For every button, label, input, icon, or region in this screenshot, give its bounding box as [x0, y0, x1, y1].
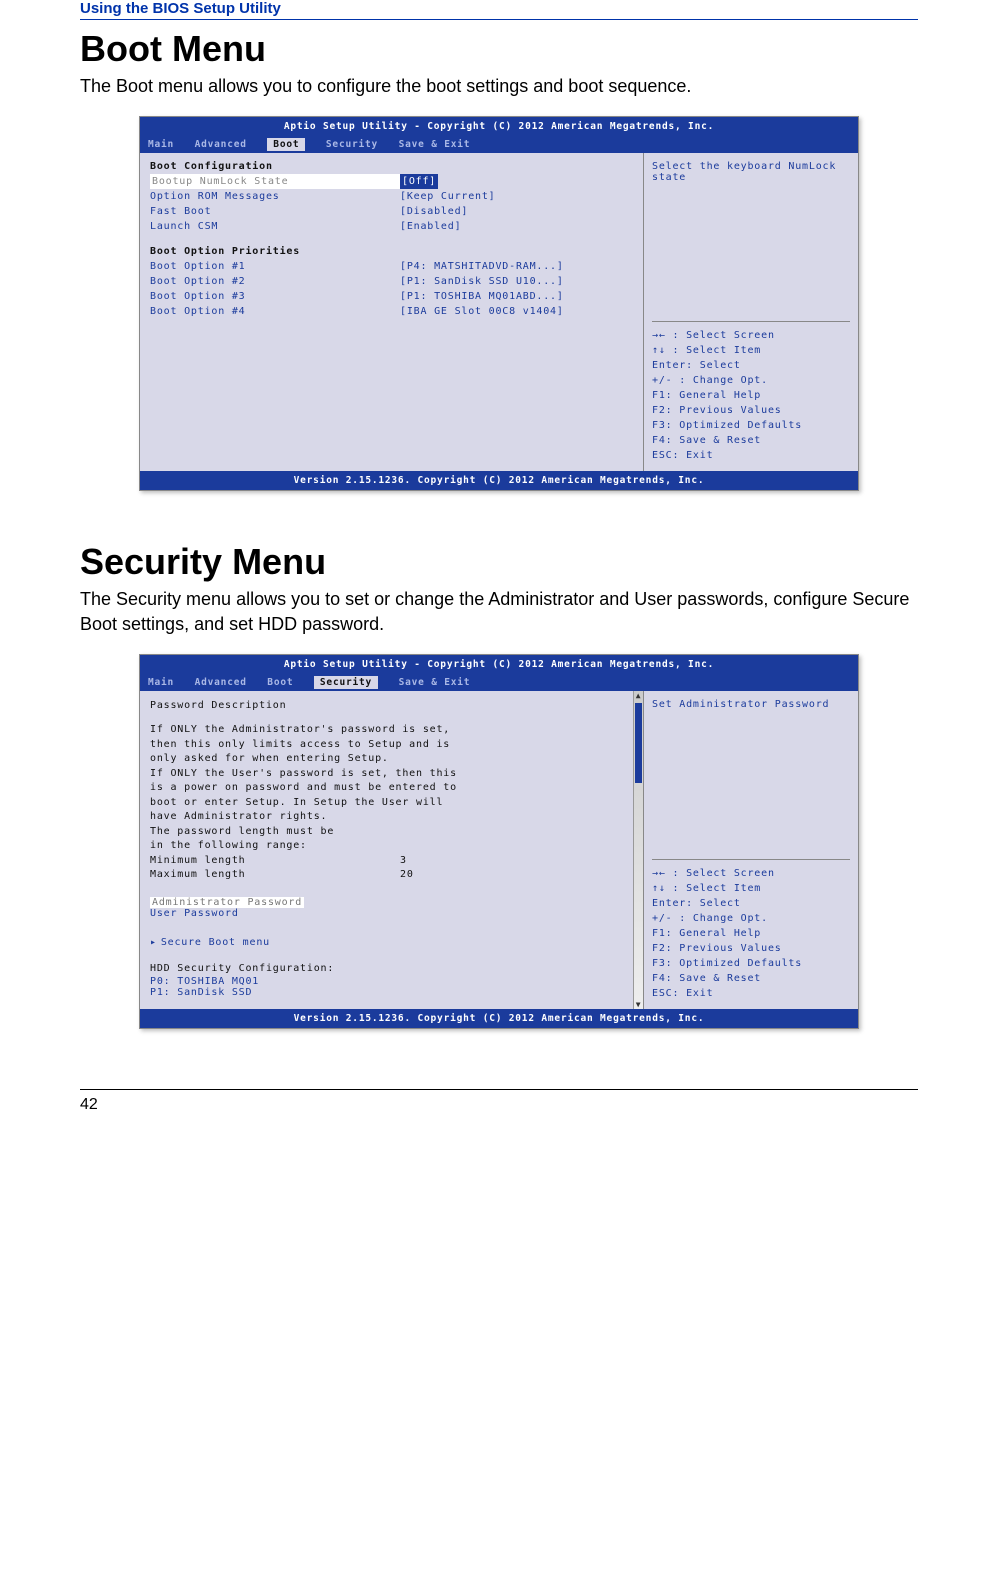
boot-menu-intro: The Boot menu allows you to configure th…: [80, 74, 918, 98]
menu-save-exit[interactable]: Save & Exit: [399, 139, 471, 150]
admin-pw-row[interactable]: Administrator Password: [150, 897, 304, 908]
page-number: 42: [80, 1089, 918, 1114]
bios-topbar: Aptio Setup Utility - Copyright (C) 2012…: [140, 117, 858, 136]
menu-advanced[interactable]: Advanced: [195, 139, 247, 150]
nav-help: →← : Select Screen ↑↓ : Select Item Ente…: [652, 321, 850, 463]
menu-boot[interactable]: Boot: [267, 138, 305, 151]
menu-security[interactable]: Security: [326, 139, 378, 150]
row-launch-csm[interactable]: Launch CSM [Enabled]: [150, 219, 633, 234]
help-line-2: state: [652, 172, 850, 183]
boot-menu-title: Boot Menu: [80, 28, 918, 70]
hdd-p0[interactable]: P0: TOSHIBA MQ01: [150, 976, 625, 987]
val-numlock: [Off]: [400, 174, 438, 189]
row-boot-opt-4[interactable]: Boot Option #4 [IBA GE Slot 00C8 v1404]: [150, 304, 633, 319]
secure-boot-submenu[interactable]: Secure Boot menu: [150, 937, 625, 948]
page-header: Using the BIOS Setup Utility: [80, 0, 918, 20]
help-line-1: Select the keyboard NumLock: [652, 161, 850, 172]
bios-right-panel: Select the keyboard NumLock state →← : S…: [643, 153, 858, 471]
bios-footer: Version 2.15.1236. Copyright (C) 2012 Am…: [140, 471, 858, 490]
bios-right-panel-2: Set Administrator Password →← : Select S…: [643, 691, 858, 1009]
nav-help-2: →← : Select Screen ↑↓ : Select Item Ente…: [652, 859, 850, 1001]
hdd-p1[interactable]: P1: SanDisk SSD: [150, 987, 625, 998]
security-menu-title: Security Menu: [80, 541, 918, 583]
boot-priorities-heading: Boot Option Priorities: [150, 246, 633, 257]
bios-left-panel: Boot Configuration Bootup NumLock State …: [140, 153, 643, 471]
menu-security-2[interactable]: Security: [314, 676, 378, 689]
row-numlock[interactable]: Bootup NumLock State [Off]: [150, 174, 633, 189]
row-boot-opt-2[interactable]: Boot Option #2 [P1: SanDisk SSD U10...]: [150, 274, 633, 289]
menu-save-exit-2[interactable]: Save & Exit: [399, 677, 471, 688]
pw-desc-heading: Password Description: [150, 699, 625, 714]
menu-boot-2[interactable]: Boot: [267, 677, 293, 688]
bios-security-screenshot: Aptio Setup Utility - Copyright (C) 2012…: [139, 654, 859, 1029]
bios-topbar-2: Aptio Setup Utility - Copyright (C) 2012…: [140, 655, 858, 674]
user-pw-row[interactable]: User Password: [150, 908, 625, 919]
row-max-length: Maximum length 20: [150, 868, 625, 883]
hdd-sec-heading: HDD Security Configuration:: [150, 962, 625, 977]
menu-advanced-2[interactable]: Advanced: [195, 677, 247, 688]
row-boot-opt-3[interactable]: Boot Option #3 [P1: TOSHIBA MQ01ABD...]: [150, 289, 633, 304]
boot-config-heading: Boot Configuration: [150, 161, 633, 172]
row-min-length: Minimum length 3: [150, 854, 625, 869]
row-fast-boot[interactable]: Fast Boot [Disabled]: [150, 204, 633, 219]
bios-menubar: Main Advanced Boot Security Save & Exit: [140, 136, 858, 153]
bios-left-panel-2: Password Description If ONLY the Adminis…: [140, 691, 643, 1009]
bios-menubar-2: Main Advanced Boot Security Save & Exit: [140, 674, 858, 691]
security-menu-intro: The Security menu allows you to set or c…: [80, 587, 918, 636]
help-line-sec: Set Administrator Password: [652, 699, 850, 710]
bios-boot-screenshot: Aptio Setup Utility - Copyright (C) 2012…: [139, 116, 859, 491]
menu-main[interactable]: Main: [148, 139, 174, 150]
lbl-numlock: Bootup NumLock State: [150, 174, 400, 189]
row-boot-opt-1[interactable]: Boot Option #1 [P4: MATSHITADVD-RAM...]: [150, 259, 633, 274]
menu-main-2[interactable]: Main: [148, 677, 174, 688]
bios-footer-2: Version 2.15.1236. Copyright (C) 2012 Am…: [140, 1009, 858, 1028]
row-option-rom[interactable]: Option ROM Messages [Keep Current]: [150, 189, 633, 204]
scrollbar[interactable]: [633, 691, 643, 1009]
